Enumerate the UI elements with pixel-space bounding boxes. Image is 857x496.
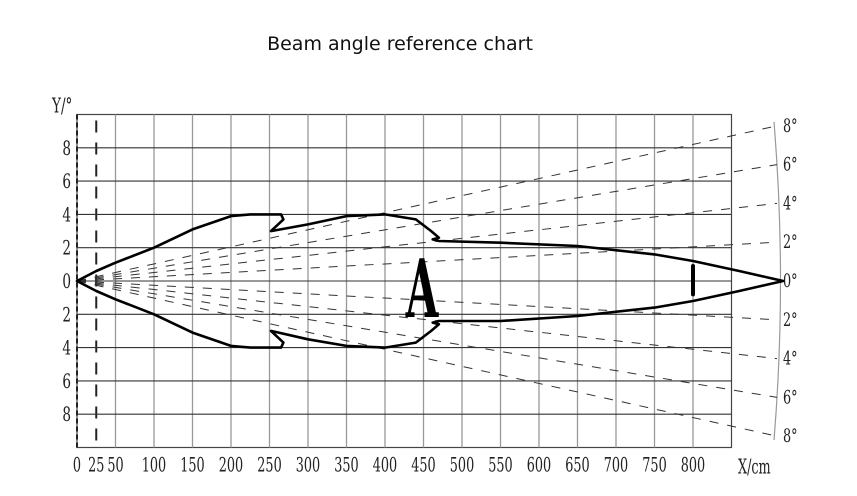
- angle-ray: [76, 241, 778, 282]
- y-tick-label: 6: [62, 370, 71, 393]
- angle-label: 4°: [783, 347, 798, 369]
- y-tick-label: 8: [62, 137, 71, 160]
- x-tick-label: 25: [88, 454, 104, 476]
- angle-label: 6°: [783, 153, 798, 175]
- x-tick-label: 50: [107, 454, 123, 476]
- x-tick-label: 500: [450, 454, 474, 476]
- y-tick-label: 4: [62, 204, 71, 227]
- x-tick-label: 750: [642, 454, 666, 476]
- x-tick-label: 650: [565, 454, 589, 476]
- y-tick-label: 4: [62, 337, 71, 360]
- center-marker-letter: A: [405, 243, 439, 337]
- angle-ray: [76, 280, 778, 437]
- y-tick-label: 6: [62, 171, 71, 194]
- x-tick-label: 200: [219, 454, 243, 476]
- y-tick-label: 2: [62, 237, 71, 260]
- y-tick-label: 2: [62, 304, 71, 327]
- x-tick-label: 300: [296, 454, 320, 476]
- angle-ray: [76, 280, 778, 321]
- beam-outline: [75, 213, 785, 349]
- x-tick-label: 800: [681, 454, 705, 476]
- x-tick-label: 450: [411, 454, 435, 476]
- y-tick-label: 8: [62, 404, 71, 427]
- x-tick-label: 0: [73, 454, 81, 476]
- angle-label: 8°: [783, 425, 798, 447]
- angle-label: 8°: [783, 114, 798, 136]
- x-tick-label: 350: [334, 454, 358, 476]
- y-tick-label: 0: [62, 270, 71, 293]
- x-tick-label: 550: [488, 454, 512, 476]
- angle-label: 0°: [783, 270, 798, 292]
- x-axis-label: X/cm: [738, 455, 771, 479]
- x-tick-label: 250: [257, 454, 281, 476]
- angle-label: 6°: [783, 386, 798, 408]
- angle-label: 2°: [783, 308, 798, 330]
- x-tick-label: 400: [373, 454, 397, 476]
- angle-label: 2°: [783, 231, 798, 253]
- x-tick-label: 700: [604, 454, 628, 476]
- x-tick-label: 150: [180, 454, 204, 476]
- y-axis-label: Y/°: [51, 95, 72, 119]
- x-tick-label: 600: [527, 454, 551, 476]
- angle-ray: [76, 125, 778, 282]
- chart-title: Beam angle reference chart: [267, 33, 533, 55]
- x-tick-label: 100: [142, 454, 166, 476]
- angle-label: 4°: [783, 192, 798, 214]
